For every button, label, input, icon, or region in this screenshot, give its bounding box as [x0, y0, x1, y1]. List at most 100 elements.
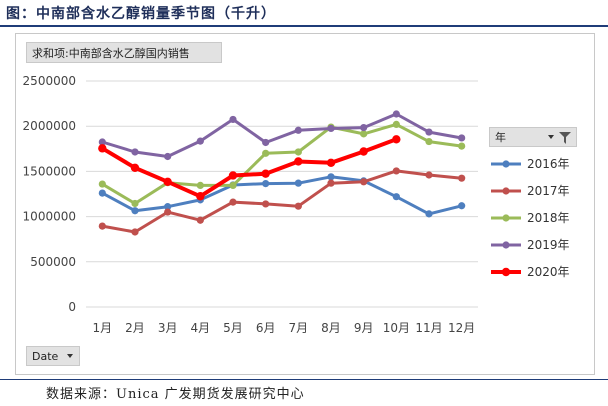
data-point	[130, 163, 140, 172]
legend-swatch	[491, 186, 521, 195]
x-tick-label: 2月	[125, 321, 145, 335]
x-tick-label: 10月	[383, 321, 410, 335]
x-tick-label: 6月	[256, 321, 276, 335]
data-point	[458, 202, 466, 210]
data-point	[359, 147, 368, 156]
data-point	[196, 192, 205, 201]
data-point	[98, 138, 106, 146]
data-point	[98, 222, 106, 230]
data-point	[392, 193, 400, 201]
data-point	[262, 149, 270, 157]
series-2018年	[98, 120, 466, 208]
data-point	[425, 210, 433, 218]
x-tick-label: 4月	[191, 321, 211, 335]
legend-field-button[interactable]: 年	[489, 127, 577, 147]
data-point	[229, 198, 237, 206]
data-point	[326, 158, 336, 168]
y-tick-label: 1000000	[23, 210, 76, 224]
data-point	[229, 115, 237, 124]
data-point	[458, 174, 466, 182]
data-point	[458, 134, 466, 142]
legend-item: 2017年	[489, 177, 589, 204]
series-lines	[98, 110, 466, 236]
data-point	[164, 203, 172, 211]
data-point	[327, 179, 335, 187]
data-point	[425, 137, 433, 146]
data-point	[262, 200, 270, 208]
legend-swatch	[491, 213, 521, 222]
data-point	[164, 208, 172, 216]
date-field-button[interactable]: Date	[26, 346, 80, 366]
data-point	[131, 207, 139, 215]
data-point	[196, 216, 204, 224]
data-point	[261, 169, 270, 178]
y-tick-label: 2500000	[23, 74, 76, 88]
data-point	[360, 130, 368, 138]
y-tick-label: 500000	[30, 255, 76, 269]
y-axis-tick-labels: 0 500000 1000000 1500000 2000000 2500000	[23, 74, 76, 314]
legend: 2016年 2017年 2018年 2019年 2020年	[489, 150, 589, 285]
legend-label: 2020年	[527, 265, 570, 279]
value-field-button[interactable]: 求和项:中南部含水乙醇国内销售	[26, 42, 222, 63]
series-2019年	[98, 110, 466, 161]
legend-label: 2017年	[527, 184, 570, 198]
data-point	[294, 126, 302, 134]
y-tick-label: 2000000	[23, 119, 76, 133]
legend-item: 2016年	[489, 150, 589, 177]
data-point	[294, 179, 302, 187]
x-tick-label: 5月	[223, 321, 243, 335]
x-tick-label: 1月	[93, 321, 113, 335]
source-note: 数据来源：Unica 广发期货发展研究中心	[46, 387, 305, 402]
data-point	[228, 171, 238, 180]
chevron-down-icon	[67, 354, 73, 358]
legend-item: 2018年	[489, 204, 589, 231]
data-point	[294, 157, 303, 166]
data-point	[163, 177, 172, 186]
legend-label: 2016年	[527, 157, 570, 171]
gridlines	[86, 80, 478, 308]
series-line	[101, 175, 463, 216]
series-line	[101, 137, 398, 199]
data-point	[294, 202, 302, 210]
chart-title: 图：中南部含水乙醇销量季节图（千升）	[6, 6, 276, 22]
data-point	[360, 178, 368, 186]
filter-icon	[559, 132, 571, 144]
data-point	[392, 110, 400, 118]
legend-swatch	[491, 240, 521, 249]
legend-label: 2019年	[527, 238, 570, 252]
data-point	[327, 173, 335, 181]
x-tick-label: 7月	[289, 321, 309, 335]
data-point	[229, 181, 237, 190]
data-point	[196, 137, 204, 145]
value-field-label: 求和项:中南部含水乙醇国内销售	[32, 46, 190, 60]
legend-item: 2020年	[489, 258, 589, 285]
series-line	[101, 122, 462, 205]
x-tick-label: 12月	[448, 321, 475, 335]
legend-swatch	[491, 159, 521, 168]
series-line	[102, 169, 462, 234]
x-tick-label: 3月	[158, 321, 178, 335]
legend-item: 2019年	[489, 231, 589, 258]
data-point	[131, 228, 139, 236]
legend-swatch	[491, 267, 521, 276]
data-point	[262, 138, 270, 147]
data-point	[425, 171, 433, 179]
chart-frame	[15, 33, 595, 375]
series-2017年	[98, 167, 466, 236]
data-point	[294, 148, 302, 156]
data-point	[98, 180, 106, 188]
y-tick-label: 1500000	[23, 164, 76, 178]
legend-label: 2018年	[527, 211, 570, 225]
x-tick-label: 11月	[415, 321, 442, 335]
data-point	[164, 152, 172, 161]
data-point	[360, 123, 368, 132]
data-point	[131, 199, 139, 208]
footer-divider	[0, 379, 608, 380]
series-2020年	[98, 135, 401, 201]
data-point	[262, 180, 270, 188]
x-tick-label: 9月	[354, 321, 374, 335]
x-axis-tick-labels: 1月 2月 3月 4月 5月 6月 7月 8月 9月 10月 11月 12月	[93, 321, 476, 335]
data-point	[392, 135, 401, 144]
y-tick-label: 0	[68, 300, 76, 314]
